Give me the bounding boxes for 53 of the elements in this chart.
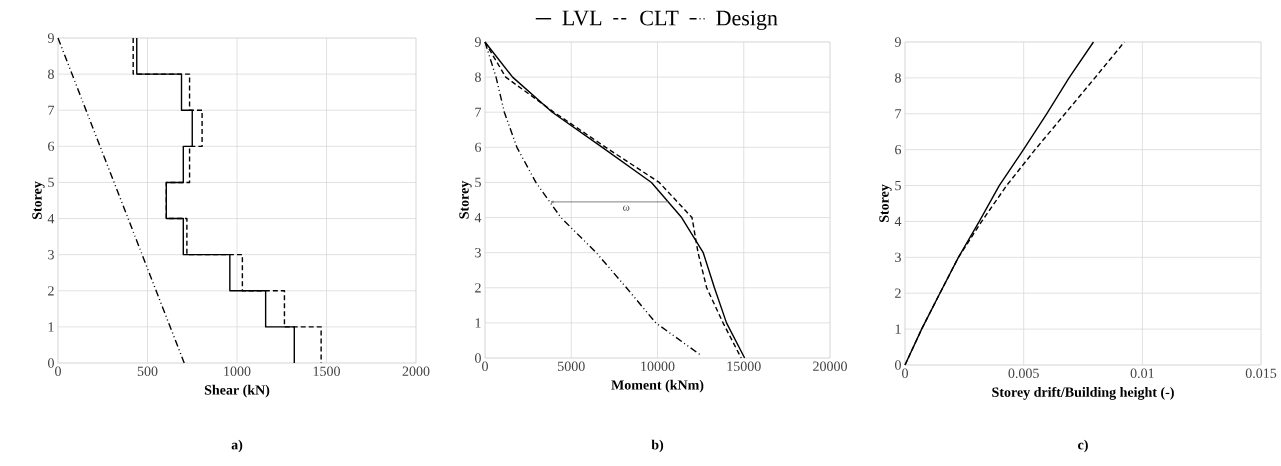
x-tick-label: 15000 [727, 361, 761, 371]
y-tick-label: 9 [47, 33, 54, 43]
x-tick-label: 500 [137, 366, 158, 376]
y-tick-label: 6 [475, 142, 482, 153]
legend-label: Design [716, 10, 778, 30]
annotation: ω [623, 205, 630, 211]
y-axis-title: Storey [459, 180, 472, 219]
legend-label: CLT [640, 10, 679, 26]
y-axis-title: Storey [879, 184, 892, 223]
y-tick-label: 1 [895, 324, 901, 334]
x-tick-label: 1000 [224, 366, 251, 376]
y-tick-label: 3 [48, 249, 54, 260]
x-axis-title: Moment (kNm) [611, 379, 704, 393]
y-tick-label: 5 [475, 177, 481, 188]
text: c) [1078, 439, 1088, 453]
y-tick-label: 2 [475, 283, 481, 293]
y-tick-label: 0 [475, 353, 481, 363]
y-tick-label: 5 [895, 180, 901, 191]
y-tick-label: 7 [48, 105, 55, 115]
y-tick-label: 1 [48, 322, 54, 332]
y-tick-label: 3 [475, 247, 481, 258]
y-tick-label: 8 [475, 72, 481, 82]
y-tick-label: 9 [894, 37, 901, 47]
legend-label: LVL [562, 10, 602, 26]
x-tick-label: 1500 [313, 366, 340, 376]
y-tick-label: 1 [475, 318, 481, 328]
y-tick-label: 7 [475, 107, 482, 117]
x-tick-label: 20000 [813, 361, 847, 371]
y-tick-label: 4 [474, 212, 482, 223]
y-tick-label: 9 [474, 37, 481, 47]
x-axis-title: Shear (kN) [204, 384, 270, 398]
y-tick-label: 6 [48, 141, 55, 152]
y-tick-label: 2 [48, 286, 54, 296]
y-tick-label: 6 [895, 144, 902, 155]
y-tick-label: 8 [48, 69, 54, 79]
y-tick-label: 5 [48, 177, 54, 188]
x-tick-label: 10000 [641, 361, 675, 371]
y-tick-label: 4 [894, 216, 902, 227]
y-tick-label: 7 [895, 109, 902, 119]
y-axis-title: Storey [32, 181, 45, 220]
x-tick-label: 5000 [558, 361, 585, 371]
x-tick-label: 2000 [402, 366, 430, 376]
text: b) [651, 439, 664, 453]
y-tick-label: 4 [47, 213, 55, 224]
x-axis-title: Storey drift/Building height (-) [992, 386, 1174, 400]
y-tick-label: 2 [895, 288, 901, 298]
line-series [132, 37, 322, 364]
x-tick-label: 0.005 [1008, 368, 1039, 379]
y-tick-label: 8 [895, 73, 901, 83]
x-tick-label: 0.01 [1130, 368, 1154, 379]
text: a) [231, 439, 243, 453]
x-tick-label: 0.015 [1245, 368, 1277, 379]
y-tick-label: 3 [895, 252, 901, 263]
